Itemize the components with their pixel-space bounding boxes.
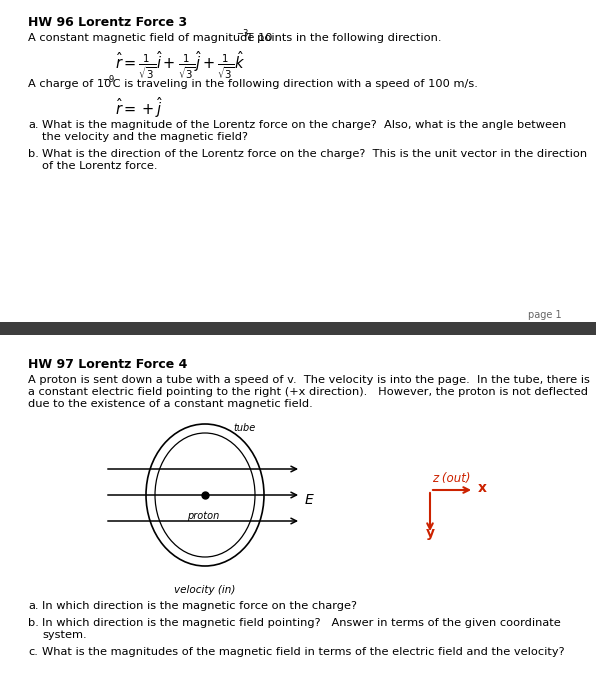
Text: What is the magnitude of the Lorentz force on the charge?  Also, what is the ang: What is the magnitude of the Lorentz for… [42,120,566,130]
Text: a.: a. [28,120,39,130]
Text: C is traveling in the following direction with a speed of 100 m/s.: C is traveling in the following directio… [109,79,478,89]
Text: $\hat{r} = +\hat{j}$: $\hat{r} = +\hat{j}$ [115,95,163,120]
Text: A constant magnetic field of magnitude 10: A constant magnetic field of magnitude 1… [28,33,272,43]
Text: b.: b. [28,149,39,159]
Text: due to the existence of a constant magnetic field.: due to the existence of a constant magne… [28,399,313,409]
Text: HW 96 Lorentz Force 3: HW 96 Lorentz Force 3 [28,16,187,29]
Text: page 1: page 1 [529,310,562,320]
Text: A proton is sent down a tube with a speed of v.  The velocity is into the page. : A proton is sent down a tube with a spee… [28,375,590,385]
Text: velocity (in): velocity (in) [174,585,235,595]
Text: $\hat{r} = \frac{1}{\sqrt{3}}\hat{i} + \frac{1}{\sqrt{3}}\hat{j} + \frac{1}{\sqr: $\hat{r} = \frac{1}{\sqrt{3}}\hat{i} + \… [115,49,245,81]
Text: system.: system. [42,630,86,640]
Text: b.: b. [28,618,39,628]
Text: the velocity and the magnetic field?: the velocity and the magnetic field? [42,132,248,142]
Text: What is the magnitudes of the magnetic field in terms of the electric field and : What is the magnitudes of the magnetic f… [42,647,564,657]
Text: E: E [305,493,313,507]
Text: of the Lorentz force.: of the Lorentz force. [42,161,157,171]
Text: z (out): z (out) [432,472,470,485]
Text: c.: c. [28,647,38,657]
Text: tube: tube [233,423,255,433]
Text: −9: −9 [102,75,114,84]
Text: HW 97 Lorentz Force 4: HW 97 Lorentz Force 4 [28,358,187,371]
Text: What is the direction of the Lorentz force on the charge?  This is the unit vect: What is the direction of the Lorentz for… [42,149,587,159]
Text: A charge of 10: A charge of 10 [28,79,111,89]
Text: In which direction is the magnetic field pointing?   Answer in terms of the give: In which direction is the magnetic field… [42,618,561,628]
Text: T points in the following direction.: T points in the following direction. [243,33,442,43]
Text: −3: −3 [236,29,249,38]
Text: a.: a. [28,601,39,611]
Text: x: x [478,481,487,495]
Text: In which direction is the magnetic force on the charge?: In which direction is the magnetic force… [42,601,357,611]
Bar [0,322,596,335]
Text: a constant electric field pointing to the right (+x direction).   However, the p: a constant electric field pointing to th… [28,387,588,397]
Text: y: y [426,526,434,540]
Text: proton: proton [187,511,219,521]
